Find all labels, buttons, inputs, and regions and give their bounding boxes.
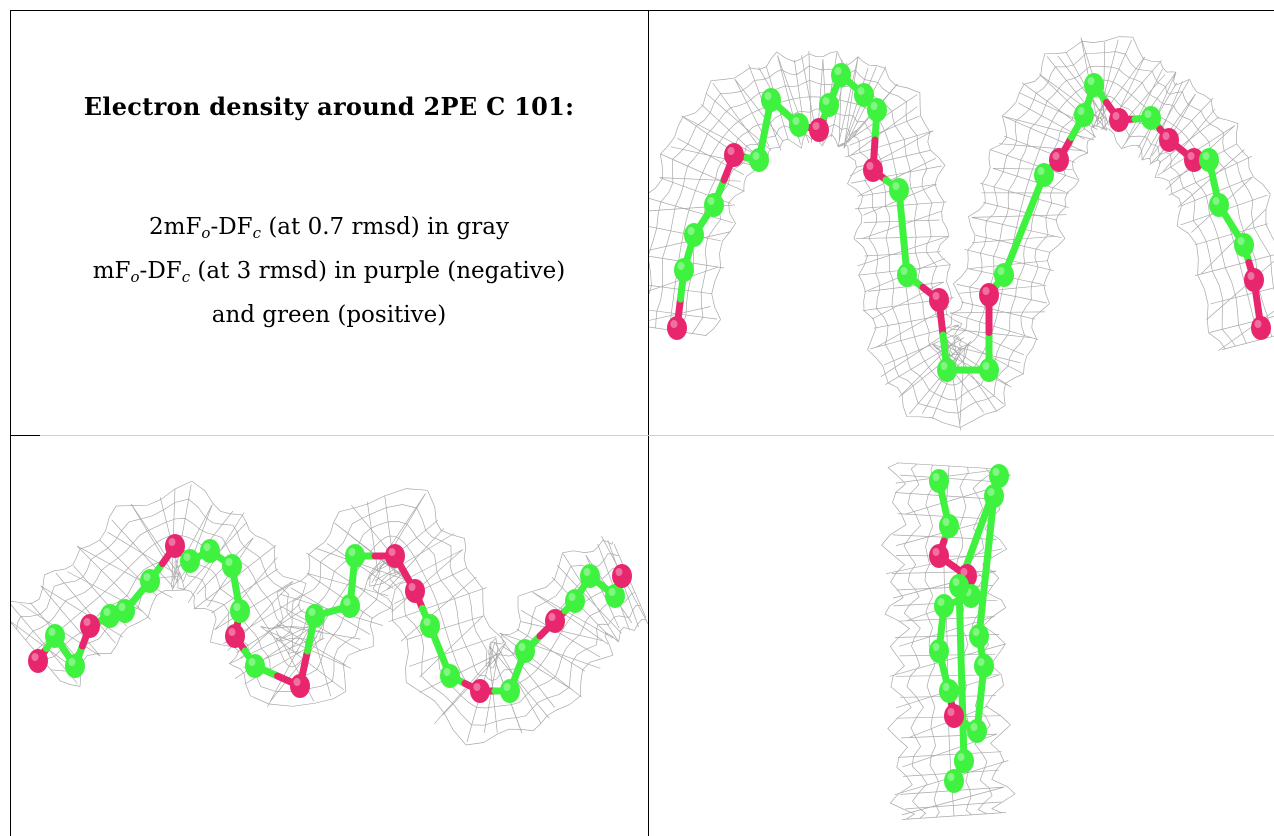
oxygen-atom — [405, 579, 425, 603]
ligand-atoms — [929, 464, 1009, 793]
carbon-atom — [100, 604, 120, 628]
oxygen-atom — [470, 679, 490, 703]
figure-title: Electron density around 2PE C 101: — [83, 92, 575, 121]
carbon-atom — [230, 599, 250, 623]
oxygen-atom — [1049, 148, 1069, 172]
carbon-atom — [1141, 106, 1161, 130]
carbon-atom — [1074, 103, 1094, 127]
oxygen-atom — [979, 283, 999, 307]
frame-center-line — [648, 10, 649, 836]
carbon-atom — [929, 639, 949, 663]
legend-line-2fofc: 2mFo-DFc (at 0.7 rmsd) in gray — [149, 214, 509, 242]
carbon-atom — [140, 569, 160, 593]
carbon-atom — [65, 654, 85, 678]
density-render-top — [10, 480, 648, 746]
carbon-atom — [939, 679, 959, 703]
ligand-atoms — [28, 534, 632, 703]
carbon-atom — [967, 719, 987, 743]
legend-text: 2mFo-DFc (at 0.7 rmsd) in gray mFo-DFc (… — [10, 208, 648, 334]
carbon-atom — [989, 464, 1009, 488]
carbon-atom — [867, 98, 887, 122]
frame-mid-line — [40, 435, 1274, 436]
carbon-atom — [749, 148, 769, 172]
oxygen-atom — [929, 288, 949, 312]
frame-top-line — [10, 10, 1274, 11]
carbon-atom — [854, 83, 874, 107]
oxygen-atom — [165, 534, 185, 558]
density-render-front — [649, 36, 1274, 431]
carbon-atom — [180, 549, 200, 573]
molecule-view-top — [10, 436, 648, 836]
carbon-atom — [345, 544, 365, 568]
molecule-view-end — [649, 436, 1274, 836]
carbon-atom — [1034, 163, 1054, 187]
carbon-atom — [939, 514, 959, 538]
carbon-atom — [580, 564, 600, 588]
oxygen-atom — [667, 316, 687, 340]
carbon-atom — [674, 258, 694, 282]
oxygen-atom — [1159, 128, 1179, 152]
carbon-atom — [1199, 148, 1219, 172]
carbon-atom — [115, 599, 135, 623]
oxygen-atom — [225, 624, 245, 648]
frame-left-line — [10, 10, 11, 836]
carbon-atom — [684, 223, 704, 247]
carbon-atom — [305, 604, 325, 628]
legend-line-fofc: mFo-DFc (at 3 rmsd) in purple (negative) — [92, 258, 566, 286]
carbon-atom — [340, 594, 360, 618]
oxygen-atom — [545, 609, 565, 633]
carbon-atom — [200, 539, 220, 563]
carbon-atom — [565, 589, 585, 613]
carbon-atom — [500, 679, 520, 703]
carbon-atom — [979, 358, 999, 382]
carbon-atom — [45, 624, 65, 648]
legend-line-positive: and green (positive) — [211, 302, 447, 328]
oxygen-atom — [1109, 108, 1129, 132]
carbon-atom — [994, 263, 1014, 287]
density-render-end — [881, 462, 1016, 820]
oxygen-atom — [944, 704, 964, 728]
carbon-atom — [1084, 73, 1104, 97]
carbon-atom — [974, 654, 994, 678]
oxygen-atom — [80, 614, 100, 638]
carbon-atom — [944, 769, 964, 793]
carbon-atom — [605, 584, 625, 608]
carbon-atom — [819, 93, 839, 117]
carbon-atom — [245, 654, 265, 678]
carbon-atom — [761, 88, 781, 112]
molecule-view-front — [649, 10, 1274, 435]
carbon-atom — [440, 664, 460, 688]
carbon-atom — [1234, 233, 1254, 257]
oxygen-atom — [1244, 268, 1264, 292]
carbon-atom — [954, 749, 974, 773]
carbon-atom — [515, 639, 535, 663]
oxygen-atom — [612, 564, 632, 588]
carbon-atom — [934, 594, 954, 618]
carbon-atom — [222, 554, 242, 578]
oxygen-atom — [724, 143, 744, 167]
carbon-atom — [704, 193, 724, 217]
oxygen-atom — [809, 118, 829, 142]
ligand-atoms — [667, 63, 1271, 382]
carbon-atom — [889, 178, 909, 202]
carbon-atom — [937, 358, 957, 382]
oxygen-atom — [290, 674, 310, 698]
carbon-atom — [929, 469, 949, 493]
carbon-atom — [1209, 193, 1229, 217]
frame-mid-line-left — [10, 435, 40, 436]
oxygen-atom — [1184, 148, 1204, 172]
carbon-atom — [984, 484, 1004, 508]
carbon-atom — [969, 624, 989, 648]
carbon-atom — [897, 263, 917, 287]
carbon-atom — [789, 113, 809, 137]
carbon-atom — [420, 614, 440, 638]
caption-panel: Electron density around 2PE C 101: 2mFo-… — [10, 10, 648, 435]
oxygen-atom — [1251, 316, 1271, 340]
oxygen-atom — [385, 544, 405, 568]
oxygen-atom — [28, 649, 48, 673]
oxygen-atom — [929, 544, 949, 568]
carbon-atom — [831, 63, 851, 87]
carbon-atom — [949, 574, 969, 598]
oxygen-atom — [863, 158, 883, 182]
